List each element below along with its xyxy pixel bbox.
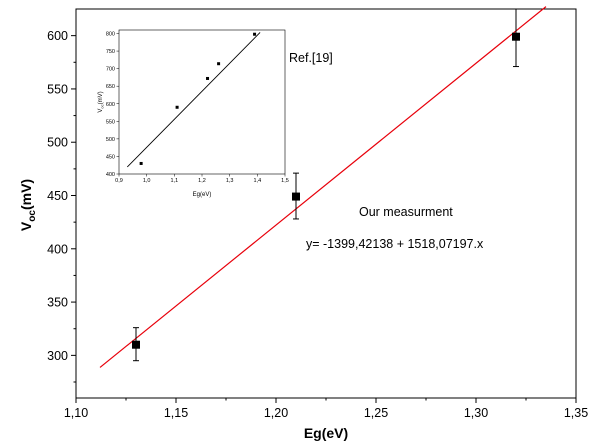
inset-x-tick-label: 0,9 [115,178,123,184]
inset-data-point [206,76,210,80]
y-axis-title-subscript: oc [27,210,38,222]
inset-y-title-unit: (mV) [98,91,104,104]
main-y-tick-label: 550 [47,82,68,96]
main-y-tick-label: 350 [47,296,68,310]
inset-x-tick-label: 1,3 [226,178,234,184]
inset-y-tick-label: 650 [106,84,115,90]
main-data-point [512,32,520,41]
main-y-axis-title: Voc(mV) [18,179,38,231]
inset-data-point [139,161,143,165]
inset-data-points [139,32,257,165]
main-x-tick-label: 1,30 [464,406,488,420]
main-y-tick-label: 300 [47,349,68,363]
inset-y-tick-label: 500 [106,137,115,143]
main-x-tick-label: 1,15 [164,406,188,420]
main-x-tick-label: 1,10 [64,406,88,420]
inset-x-ticks: 0,9 1,0 1,1 1,2 1,3 1,4 1,5 [115,174,289,184]
main-y-tick-label: 600 [47,29,68,43]
inset-plot-frame [118,29,286,175]
inset-y-axis-title: Voc(mV) [98,91,105,112]
annotation-reference: Ref.[19] [289,51,333,65]
annotation-fit-equation: y= -1399,42138 + 1518,07197.x [306,237,484,251]
main-y-tick-label: 500 [47,136,68,150]
inset-x-tick-label: 1,2 [198,178,206,184]
inset-fit-line-group [126,32,261,168]
main-fit-line-group [99,6,547,368]
inset-y-title-main: V [98,109,104,113]
inset-fit-line [126,32,261,168]
main-x-ticks: 1,10 1,15 1,20 1,25 1,30 1,35 [64,398,588,420]
inset-y-tick-label: 800 [106,32,115,38]
main-x-axis-title: Eg(eV) [304,425,348,441]
inset-y-tick-label: 550 [106,119,115,125]
inset-x-axis-title: Eg(eV) [193,192,212,198]
main-y-ticks: 300 350 400 450 500 550 600 [47,29,76,383]
main-x-tick-label: 1,35 [564,406,588,420]
y-axis-title-unit: (mV) [18,179,34,210]
inset-data-point [175,105,179,109]
inset-y-tick-label: 700 [106,67,115,73]
inset-y-tick-label: 750 [106,49,115,55]
main-data-point [292,192,300,201]
inset-x-tick-label: 1,1 [171,178,179,184]
inset-y-ticks: 400 450 500 550 600 650 700 750 800 [106,32,119,178]
inset-y-title-subscript: oc [100,104,105,108]
annotation-our-measurement: Our measurment [359,205,453,219]
y-axis-title-main: V [18,221,34,231]
inset-data-point [253,32,257,36]
inset-data-point [217,62,221,66]
main-data-points [132,8,520,362]
inset-y-tick-label: 400 [106,172,115,178]
inset-x-tick-label: 1,0 [143,178,151,184]
main-y-tick-label: 400 [47,242,68,256]
main-data-point [132,340,140,349]
main-y-tick-label: 450 [47,189,68,203]
inset-x-tick-label: 1,5 [281,178,289,184]
main-x-tick-label: 1,20 [264,406,288,420]
inset-y-tick-label: 600 [106,102,115,108]
main-x-tick-label: 1,25 [364,406,388,420]
inset-x-tick-label: 1,4 [254,178,262,184]
inset-y-tick-label: 450 [106,154,115,160]
main-fit-line [99,6,547,368]
